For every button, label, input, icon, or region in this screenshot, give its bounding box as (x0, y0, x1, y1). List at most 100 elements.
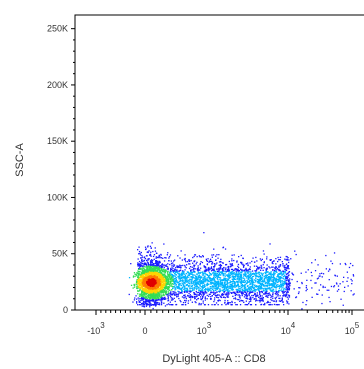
event-dot (274, 304, 275, 305)
event-dot (248, 269, 249, 270)
event-dot (242, 277, 243, 278)
event-dot (171, 280, 172, 281)
event-dot (280, 295, 281, 296)
event-dot (141, 291, 142, 292)
event-dot (151, 267, 152, 268)
event-dot (265, 288, 266, 289)
event-dot (202, 298, 203, 299)
event-dot (184, 288, 185, 289)
event-dot (151, 280, 152, 281)
event-dot (267, 279, 268, 280)
event-dot (163, 276, 164, 277)
event-dot (172, 277, 173, 278)
event-dot (150, 246, 151, 247)
event-dot (171, 289, 172, 290)
event-dot (176, 284, 177, 285)
event-dot (250, 266, 251, 267)
event-dot (199, 275, 200, 276)
event-dot (222, 287, 223, 288)
event-dot (210, 259, 211, 260)
event-dot (179, 283, 180, 284)
event-dot (230, 286, 231, 287)
event-dot (189, 274, 190, 275)
event-dot (215, 256, 216, 257)
event-dot (202, 279, 203, 280)
event-dot (238, 287, 239, 288)
event-dot (288, 298, 289, 299)
event-dot (154, 295, 155, 296)
event-dot (160, 280, 161, 281)
event-dot (170, 278, 171, 279)
event-dot (165, 298, 166, 299)
event-dot (256, 260, 257, 261)
event-dot (261, 279, 262, 280)
event-dot (200, 272, 201, 273)
event-dot (177, 282, 178, 283)
event-dot (146, 271, 147, 272)
event-dot (255, 276, 256, 277)
event-dot (236, 281, 237, 282)
event-dot (263, 267, 264, 268)
event-dot (168, 300, 169, 301)
event-dot (138, 291, 139, 292)
event-dot (169, 256, 170, 257)
event-dot (171, 265, 172, 266)
event-dot (204, 281, 205, 282)
event-dot (150, 282, 151, 283)
event-dot (149, 288, 150, 289)
event-dot (195, 279, 196, 280)
event-dot (144, 276, 145, 277)
event-dot (148, 282, 149, 283)
event-dot (224, 279, 225, 280)
event-dot (144, 297, 145, 298)
event-dot (254, 284, 255, 285)
event-dot (158, 291, 159, 292)
event-dot (237, 289, 238, 290)
event-dot (149, 284, 150, 285)
event-dot (278, 279, 279, 280)
event-dot (153, 278, 154, 279)
event-dot (196, 287, 197, 288)
event-dot (283, 304, 284, 305)
event-dot (275, 267, 276, 268)
event-dot (254, 266, 255, 267)
event-dot (175, 301, 176, 302)
event-dot (156, 290, 157, 291)
event-dot (143, 299, 144, 300)
event-dot (150, 256, 151, 257)
event-dot (142, 278, 143, 279)
event-dot (133, 275, 134, 276)
event-dot (352, 280, 353, 281)
event-dot (208, 262, 209, 263)
event-dot (149, 255, 150, 256)
event-dot (150, 303, 151, 304)
event-dot (224, 288, 225, 289)
x-axis: -1030 103104105 (87, 310, 360, 336)
event-dot (272, 263, 273, 264)
event-dot (213, 273, 214, 274)
event-dot (214, 275, 215, 276)
event-dot (141, 268, 142, 269)
event-dot (147, 295, 148, 296)
event-dot (140, 254, 141, 255)
event-dot (222, 295, 223, 296)
event-dot (167, 281, 168, 282)
event-dot (154, 277, 155, 278)
event-dot (179, 281, 180, 282)
event-dot (161, 257, 162, 258)
event-dot (190, 270, 191, 271)
event-dot (170, 302, 171, 303)
event-dot (178, 278, 179, 279)
event-dot (153, 299, 154, 300)
event-dot (149, 290, 150, 291)
event-dot (129, 277, 130, 278)
event-dot (186, 278, 187, 279)
event-dot (145, 274, 146, 275)
event-dot (321, 303, 322, 304)
event-dot (191, 280, 192, 281)
event-dot (232, 304, 233, 305)
event-dot (231, 281, 232, 282)
event-dot (279, 273, 280, 274)
event-dot (183, 297, 184, 298)
event-dot (146, 298, 147, 299)
